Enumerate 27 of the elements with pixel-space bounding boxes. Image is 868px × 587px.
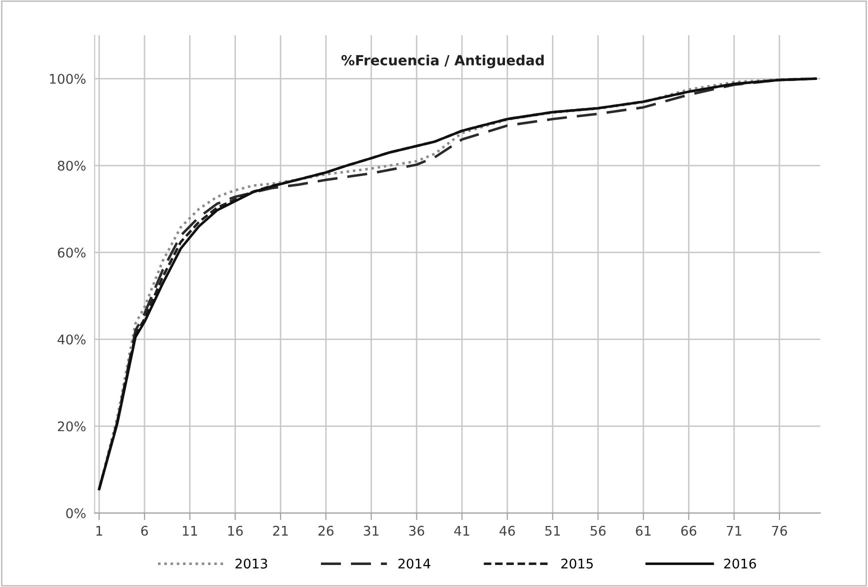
y-tick-label: 40%: [58, 334, 86, 344]
x-tick-label: 26: [318, 526, 334, 536]
y-tick-label: 100%: [50, 74, 86, 84]
x-tick-label: 41: [454, 526, 470, 536]
x-tick-label: 46: [500, 526, 515, 536]
x-tick-label: 56: [590, 526, 606, 536]
legend-label: 2016: [724, 558, 756, 569]
x-tick-label: 1: [96, 526, 102, 536]
x-tick-label: 36: [409, 526, 424, 536]
x-tick-label: 16: [228, 526, 243, 536]
text: %Frecuencia / Antiguedad: [341, 54, 544, 68]
legend-label: 2013: [236, 558, 268, 569]
y-tick-label: 0%: [66, 508, 86, 518]
x-tick-label: 31: [364, 526, 378, 536]
y-tick-label: 20%: [58, 421, 86, 432]
x-tick-label: 6: [141, 526, 148, 536]
x-tick-label: 11: [182, 526, 198, 536]
y-tick-label: 80%: [58, 160, 86, 171]
legend-label: 2014: [398, 558, 430, 569]
x-tick-label: 66: [681, 526, 696, 536]
x-tick-label: 61: [636, 526, 651, 536]
x-tick-label: 51: [545, 526, 560, 536]
legend-label: 2015: [561, 558, 593, 569]
y-tick-label: 60%: [58, 248, 86, 258]
x-tick-label: 21: [273, 526, 288, 536]
x-tick-label: 76: [772, 526, 788, 536]
x-tick-label: 71: [726, 526, 742, 536]
